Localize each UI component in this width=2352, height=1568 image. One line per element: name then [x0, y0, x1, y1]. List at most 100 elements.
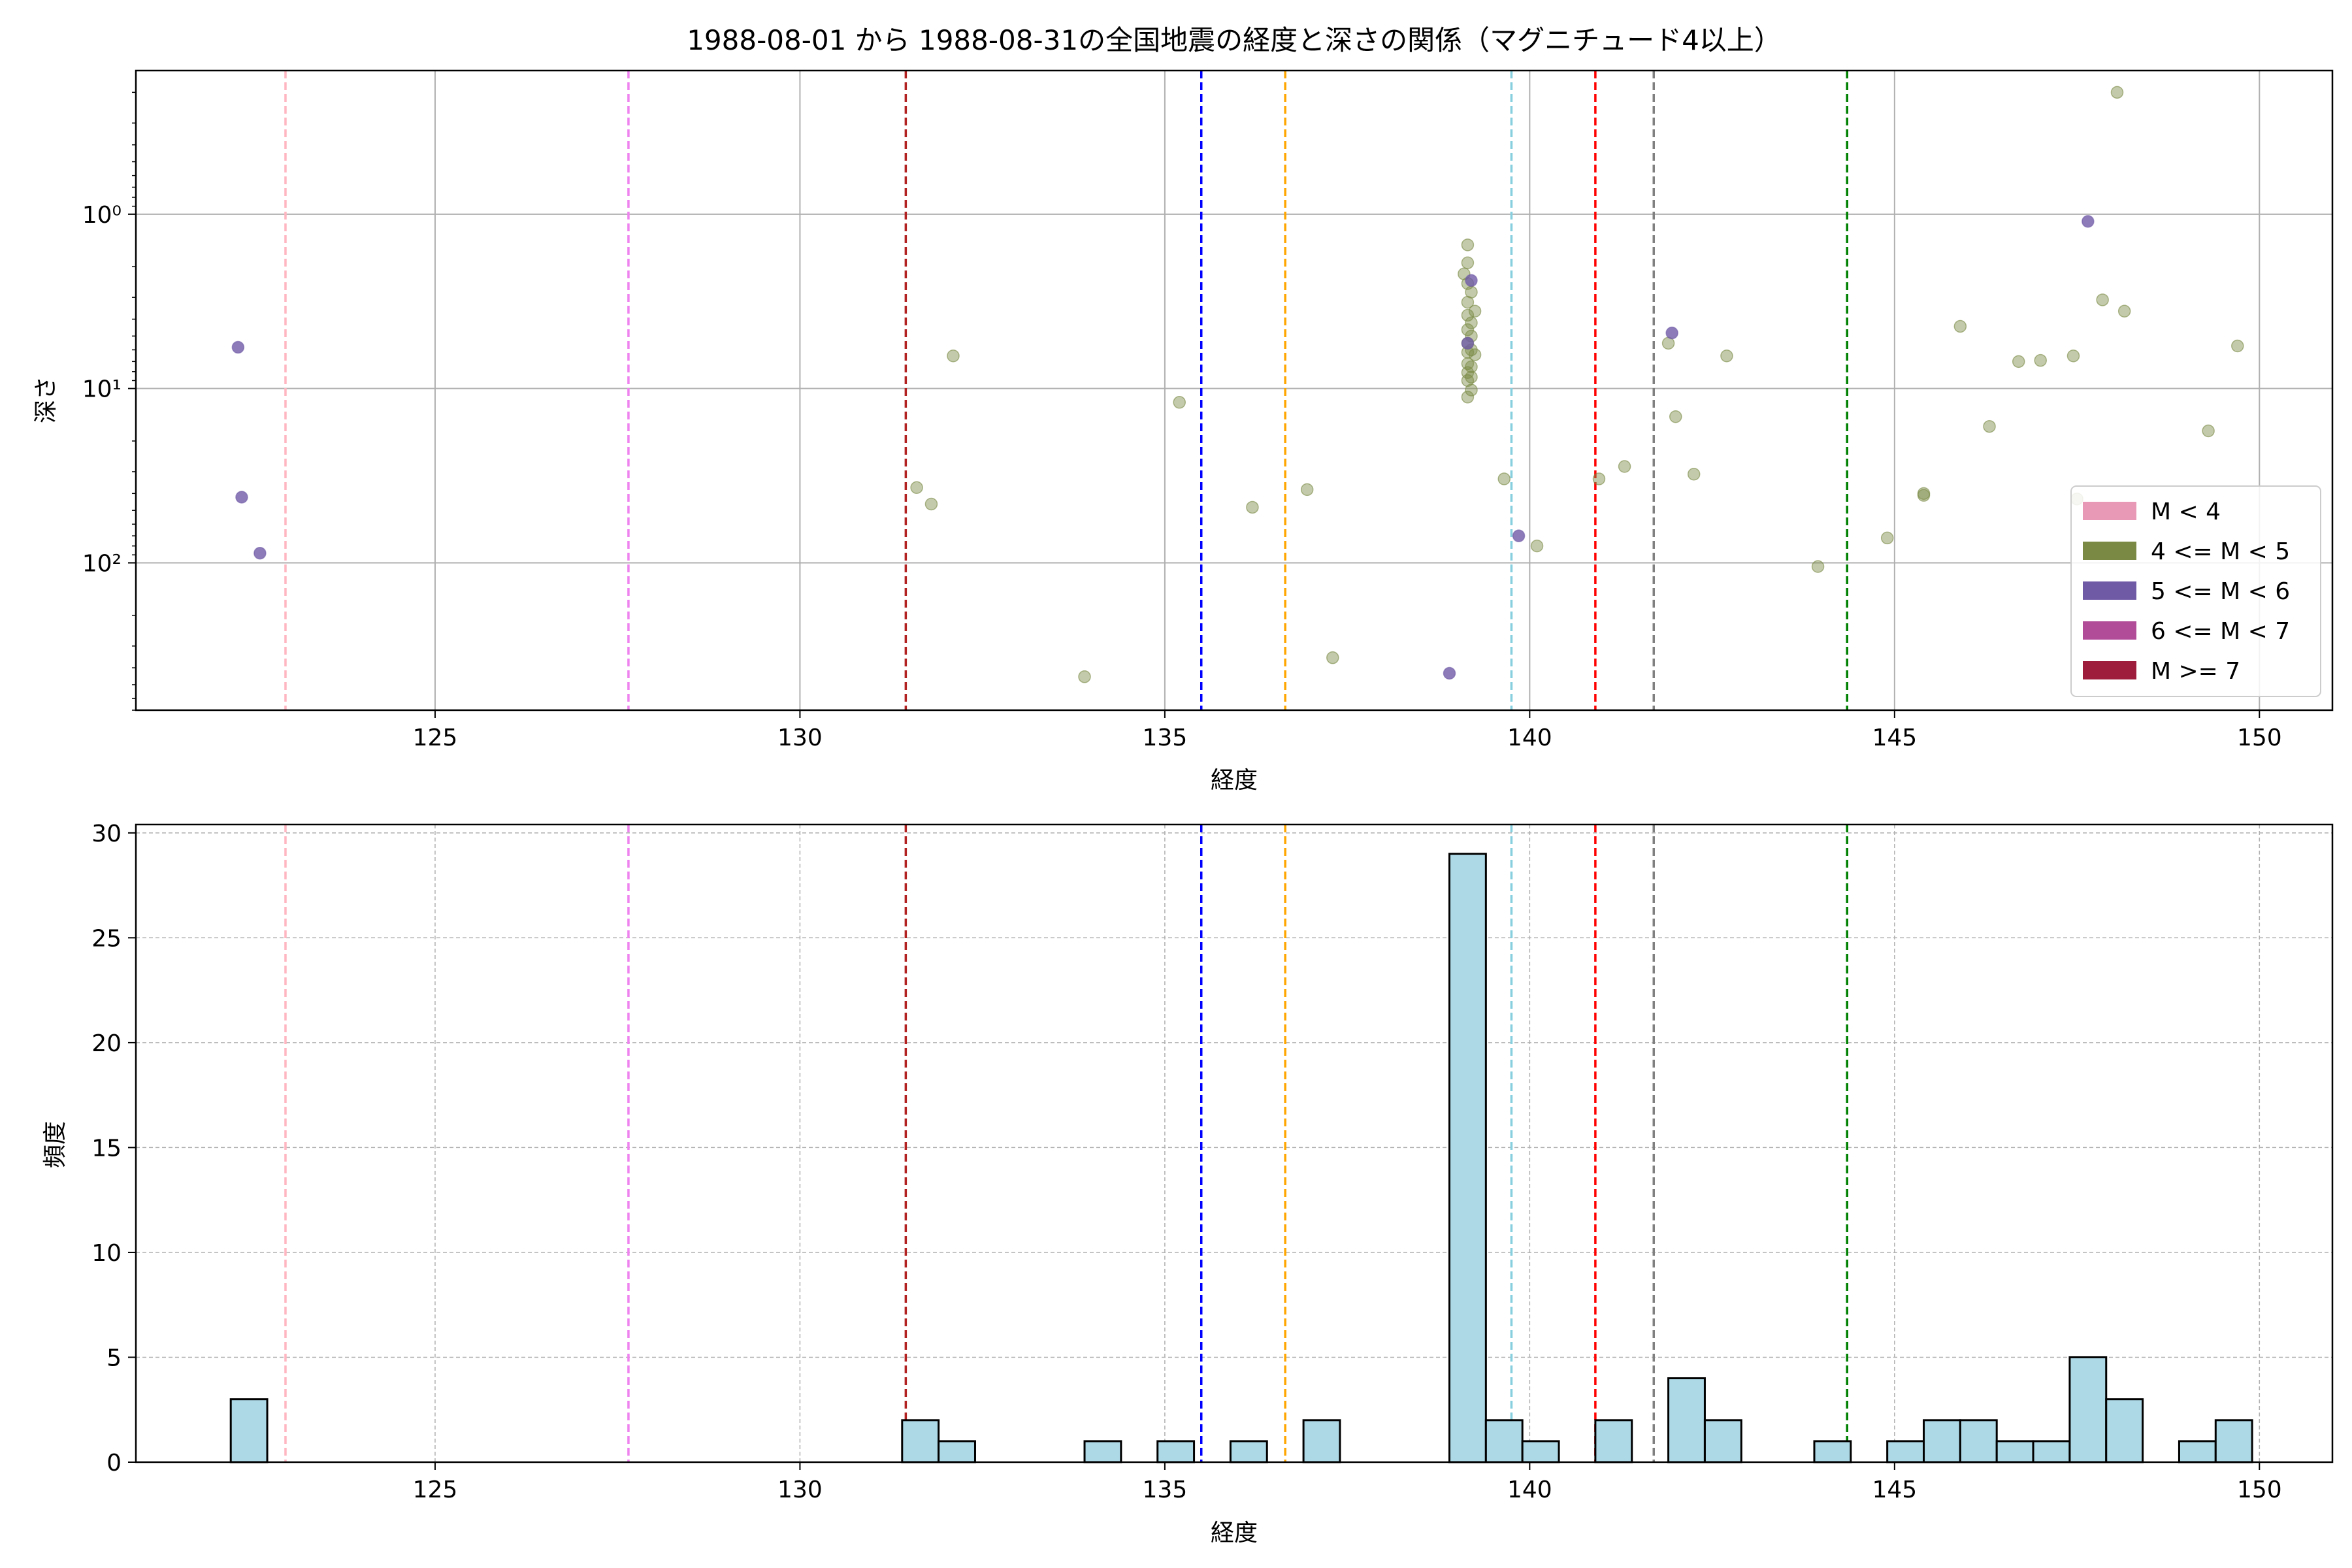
scatter-point	[1246, 500, 1259, 514]
scatter-point	[2110, 86, 2124, 99]
scatter-point	[1468, 348, 1482, 361]
scatter-point	[1461, 256, 1475, 269]
scatter-point	[1953, 319, 1967, 333]
legend-label: M >= 7	[2151, 658, 2240, 685]
scatter-point	[2202, 424, 2215, 438]
scatter-point	[2012, 355, 2025, 368]
scatter-plot-frame	[135, 69, 2334, 711]
histogram-bar	[1667, 1377, 1706, 1463]
scatter-point	[1618, 460, 1631, 473]
histogram-x-tick-label: 140	[1507, 1477, 1552, 1503]
scatter-point	[1880, 531, 1894, 545]
histogram-bar	[1484, 1419, 1524, 1463]
scatter-x-tick-label: 140	[1507, 725, 1552, 751]
scatter-point	[2066, 350, 2080, 363]
scatter-point	[910, 481, 923, 495]
histogram-bar	[901, 1419, 940, 1463]
histogram-bar	[2214, 1419, 2253, 1463]
histogram-bar	[1083, 1440, 1122, 1463]
histogram-bar	[2068, 1356, 2108, 1463]
scatter-panel: 125 130 135 140 145 150 10⁰ 10¹ 10² M < 4 4 <= M <…	[82, 69, 2334, 751]
scatter-point	[1461, 323, 1475, 336]
scatter-point	[2096, 293, 2109, 306]
histogram-x-axis-label: 経度	[1211, 1520, 1258, 1546]
scatter-point	[1461, 391, 1475, 404]
scatter-point	[1465, 316, 1478, 329]
scatter-x-tick-label: 145	[1872, 725, 1917, 751]
scatter-point	[1300, 483, 1314, 497]
scatter-point	[1468, 304, 1482, 318]
scatter-point	[947, 350, 960, 363]
scatter-point	[1983, 419, 1996, 433]
scatter-x-axis-label: 経度	[1211, 767, 1258, 794]
scatter-point	[1669, 410, 1682, 423]
scatter-point	[1512, 529, 1526, 542]
legend-swatch	[2083, 661, 2136, 679]
scatter-point	[1461, 238, 1475, 252]
histogram-y-tick-label: 25	[91, 925, 122, 952]
scatter-x-tick-label: 135	[1143, 725, 1188, 751]
histogram-x-tick-label: 150	[2237, 1477, 2282, 1503]
scatter-point	[1497, 472, 1511, 485]
scatter-point	[231, 340, 245, 354]
scatter-y-tick-label: 10¹	[82, 376, 122, 403]
histogram-bar	[1886, 1440, 1925, 1463]
histogram-bar	[1229, 1440, 1268, 1463]
histogram-y-tick-label: 10	[91, 1240, 122, 1267]
legend-box	[2070, 485, 2321, 697]
scatter-point	[1811, 560, 1825, 573]
scatter-point	[2034, 353, 2047, 367]
histogram-bar	[2105, 1398, 2144, 1463]
histogram-bar	[1448, 853, 1487, 1463]
histogram-bar	[1156, 1440, 1196, 1463]
legend-label: 5 <= M < 6	[2151, 578, 2290, 605]
scatter-point	[1917, 487, 1931, 500]
legend-swatch	[2083, 621, 2136, 640]
histogram-bar	[1923, 1419, 1961, 1463]
scatter-y-axis-label: 深さ	[33, 376, 59, 423]
scatter-y-tick-label: 10⁰	[82, 202, 122, 229]
histogram-bar	[1995, 1440, 2034, 1463]
scatter-point	[1326, 651, 1339, 664]
legend-swatch	[2083, 581, 2136, 600]
scatter-point	[1461, 374, 1475, 387]
histogram-x-tick-label: 130	[777, 1477, 823, 1503]
histogram-bar	[2032, 1440, 2071, 1463]
histogram-y-tick-label: 30	[91, 821, 122, 847]
scatter-point	[1687, 468, 1701, 481]
scatter-point	[1720, 350, 1733, 363]
scatter-point	[1592, 472, 1606, 485]
histogram-bar	[1594, 1419, 1633, 1463]
scatter-point	[2082, 215, 2095, 228]
scatter-y-tick-label: 10²	[82, 551, 122, 578]
histogram-y-tick-label: 15	[91, 1135, 122, 1162]
histogram-bar	[1959, 1419, 1998, 1463]
histogram-y-tick-label: 20	[91, 1030, 122, 1057]
histogram-x-tick-label: 145	[1872, 1477, 1917, 1503]
scatter-point	[2117, 304, 2131, 318]
scatter-legend: M < 4 4 <= M < 5 5 <= M < 6 6 <= M < 7 M >= …	[2070, 485, 2321, 697]
histogram-bar	[2178, 1440, 2217, 1463]
histogram-bar	[1521, 1440, 1560, 1463]
scatter-point	[1465, 370, 1478, 384]
chart-title: 1988-08-01 から 1988-08-31の全国地震の経度と深さの関係（マ…	[687, 24, 1782, 56]
scatter-point	[1078, 670, 1091, 683]
legend-swatch	[2083, 502, 2136, 520]
histogram-x-tick-label: 135	[1143, 1477, 1188, 1503]
scatter-point	[924, 497, 938, 511]
scatter-x-tick-label: 150	[2237, 725, 2282, 751]
scatter-point	[1530, 539, 1544, 553]
scatter-point	[1461, 308, 1475, 322]
histogram-x-tick-label: 125	[413, 1477, 458, 1503]
histogram-bar	[1703, 1419, 1742, 1463]
histogram-y-tick-label: 0	[106, 1450, 122, 1477]
scatter-point	[2231, 339, 2244, 353]
scatter-point	[1173, 396, 1186, 409]
legend-swatch	[2083, 542, 2136, 560]
scatter-point	[253, 546, 267, 560]
histogram-y-axis-label: 頻度	[42, 1121, 69, 1168]
scatter-point	[1443, 666, 1456, 680]
